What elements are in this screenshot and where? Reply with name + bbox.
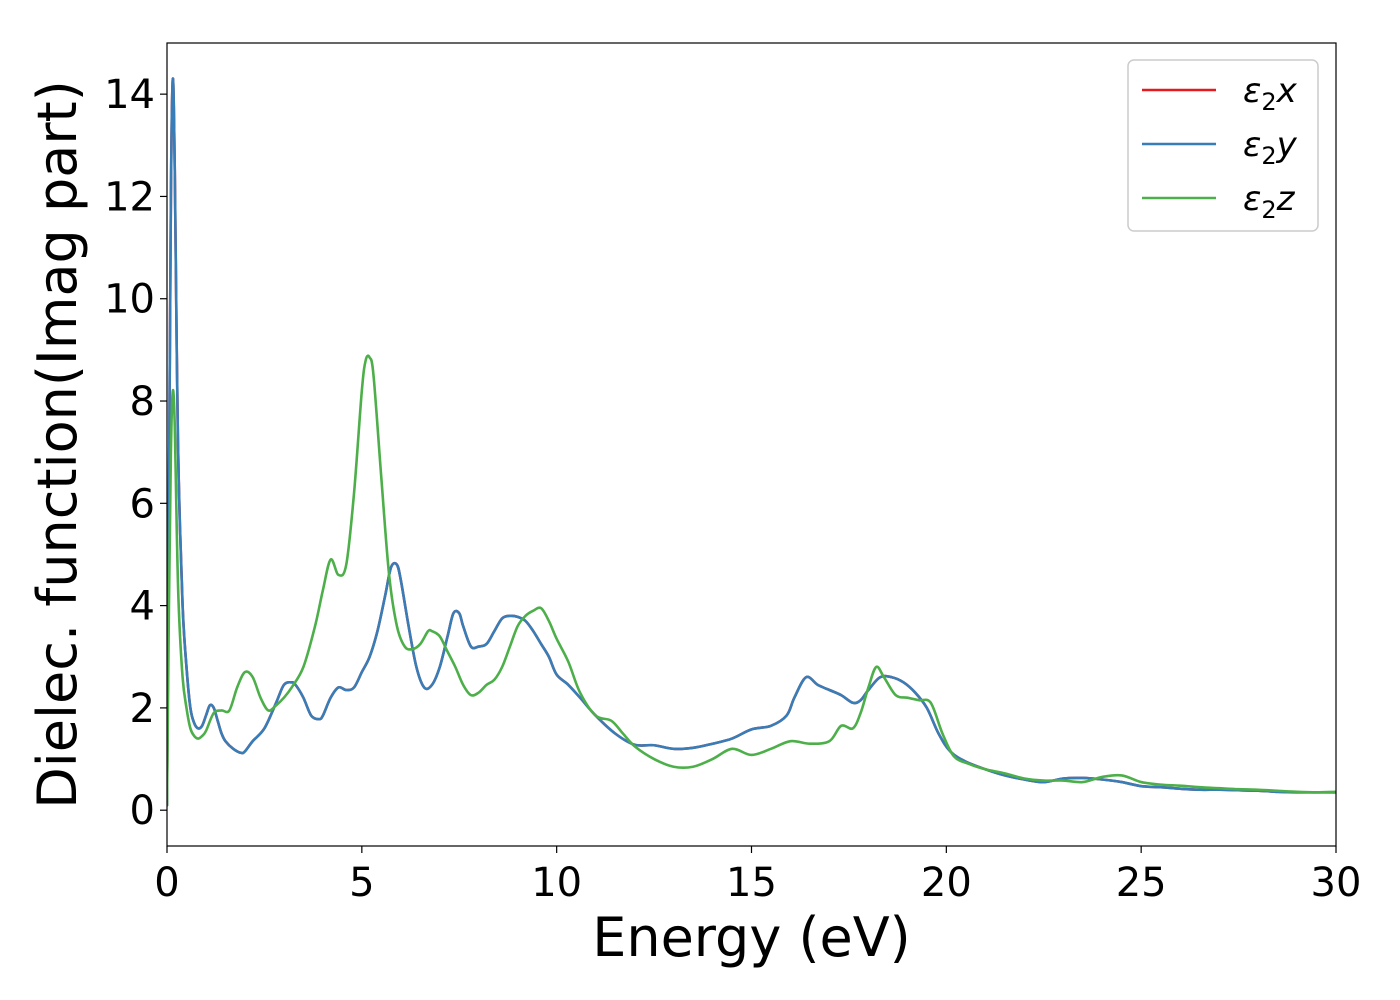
legend: ε2x ε2y ε2z bbox=[1127, 59, 1319, 232]
y-tick-label: 12 bbox=[104, 174, 155, 220]
y-tick-label: 6 bbox=[130, 481, 155, 527]
x-tick-label: 30 bbox=[1311, 860, 1362, 906]
x-tick-label: 20 bbox=[921, 860, 972, 906]
y-axis-ticks: 0 2 4 6 8 10 12 14 bbox=[104, 72, 167, 834]
y-tick-label: 0 bbox=[130, 788, 155, 834]
legend-label-y: ε2y bbox=[1243, 125, 1298, 170]
legend-label-z: ε2z bbox=[1243, 179, 1296, 224]
x-tick-label: 10 bbox=[531, 860, 582, 906]
series-line-z bbox=[167, 354, 1336, 807]
x-axis-ticks: 0 5 10 15 20 25 30 bbox=[154, 846, 1361, 906]
y-tick-label: 14 bbox=[104, 72, 155, 118]
y-tick-label: 2 bbox=[130, 686, 155, 732]
x-tick-label: 15 bbox=[726, 860, 777, 906]
series-line-y bbox=[167, 77, 1336, 807]
y-tick-label: 4 bbox=[130, 584, 155, 630]
y-tick-label: 10 bbox=[104, 277, 155, 323]
x-axis-title: Energy (eV) bbox=[592, 906, 911, 969]
y-axis-title: Dielec. function(Imag part) bbox=[26, 80, 89, 809]
x-tick-label: 25 bbox=[1116, 860, 1167, 906]
legend-label-x: ε2x bbox=[1243, 71, 1298, 116]
y-tick-label: 8 bbox=[130, 379, 155, 425]
x-tick-label: 5 bbox=[349, 860, 374, 906]
x-tick-label: 0 bbox=[154, 860, 179, 906]
series-layer bbox=[167, 77, 1336, 807]
legend-box bbox=[1127, 59, 1319, 232]
